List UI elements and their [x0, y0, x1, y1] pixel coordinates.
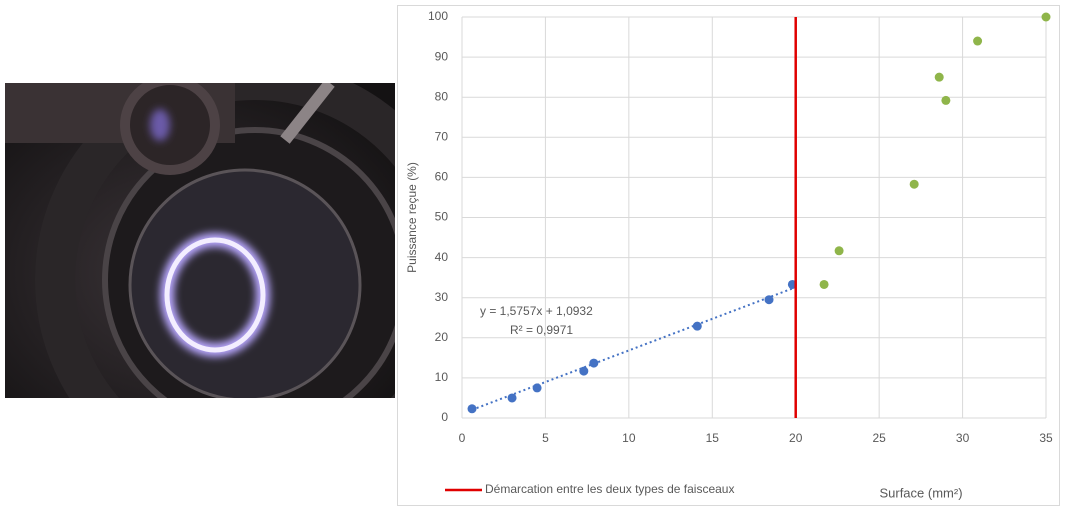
- y-tick-label: 100: [428, 9, 448, 23]
- x-tick-label: 35: [1039, 431, 1053, 445]
- y-tick-label: 10: [435, 370, 449, 384]
- y-tick-label: 80: [435, 89, 449, 103]
- data-point: [467, 404, 477, 414]
- y-tick-label: 60: [435, 170, 449, 184]
- data-point: [1041, 12, 1051, 22]
- photo: [5, 83, 395, 398]
- x-tick-label: 20: [789, 431, 803, 445]
- data-point: [579, 366, 589, 376]
- data-point: [834, 246, 844, 256]
- y-tick-label: 70: [435, 129, 449, 143]
- x-tick-label: 10: [622, 431, 636, 445]
- x-tick-label: 25: [872, 431, 886, 445]
- x-tick-label: 30: [956, 431, 970, 445]
- y-tick-label: 90: [435, 49, 449, 63]
- y-tick-label: 40: [435, 250, 449, 264]
- y-tick-label: 20: [435, 330, 449, 344]
- x-tick-label: 5: [542, 431, 549, 445]
- x-tick-label: 15: [706, 431, 720, 445]
- legend-label: Démarcation entre les deux types de fais…: [485, 482, 734, 496]
- trendline: [471, 287, 793, 411]
- data-point: [934, 72, 944, 82]
- y-tick-label: 30: [435, 290, 449, 304]
- y-axis-label: Puissance reçue (%): [405, 162, 419, 273]
- x-tick-label: 0: [459, 431, 466, 445]
- trendline-equation: y = 1,5757x + 1,0932: [480, 304, 593, 318]
- data-point: [692, 321, 702, 331]
- y-tick-label: 0: [441, 410, 448, 424]
- data-point: [819, 279, 829, 289]
- x-axis-label: Surface (mm²): [879, 485, 962, 500]
- chart-border: [397, 5, 1060, 506]
- data-point: [507, 393, 517, 403]
- trendline-r2: R² = 0,9971: [510, 323, 573, 337]
- y-tick-label: 50: [435, 210, 449, 224]
- data-point: [909, 179, 919, 189]
- data-point: [941, 95, 951, 105]
- data-point: [764, 295, 774, 305]
- chart: 0 10 20 30 40 50 60 70 80 90 100 0 5 10 15 20 25 30 35 Puis…: [405, 9, 1053, 500]
- data-point: [973, 36, 983, 46]
- data-point: [589, 358, 599, 368]
- data-point: [532, 383, 542, 393]
